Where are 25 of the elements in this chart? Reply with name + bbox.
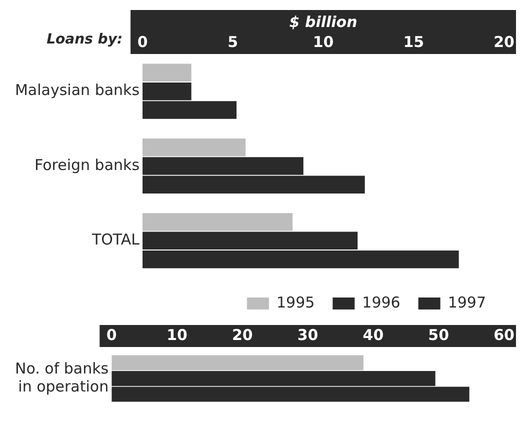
bar xyxy=(142,64,192,82)
bar xyxy=(112,355,364,370)
x-tick-label: 10 xyxy=(312,32,334,51)
legend-label: 1995 xyxy=(276,293,315,312)
x-tick-label: 20 xyxy=(494,32,514,51)
x-tick-label: 10 xyxy=(166,326,188,344)
legend-label: 1996 xyxy=(362,293,400,312)
x-tick-label: 60 xyxy=(494,326,514,344)
y-axis-title: Loans by: xyxy=(46,32,123,48)
bar xyxy=(142,138,246,156)
bar xyxy=(142,213,293,231)
x-axis-title: $ billion xyxy=(289,12,358,31)
x-tick-label: 30 xyxy=(297,326,318,344)
x-tick-label: 0 xyxy=(106,326,117,344)
y-tick-label: Foreign banks xyxy=(34,156,140,174)
x-tick-label: 5 xyxy=(228,32,238,51)
y-tick-label: TOTAL xyxy=(90,230,140,249)
x-tick-label: 40 xyxy=(362,326,384,344)
x-tick-label: 20 xyxy=(232,326,253,344)
x-tick-label: 50 xyxy=(428,326,450,344)
legend-label: 1997 xyxy=(448,293,486,312)
y-tick-label: No. of banks in operation xyxy=(14,359,109,396)
x-tick-label: 0 xyxy=(137,32,148,51)
y-tick-label: Malaysian banks xyxy=(14,81,140,100)
x-tick-label: 15 xyxy=(403,32,424,51)
